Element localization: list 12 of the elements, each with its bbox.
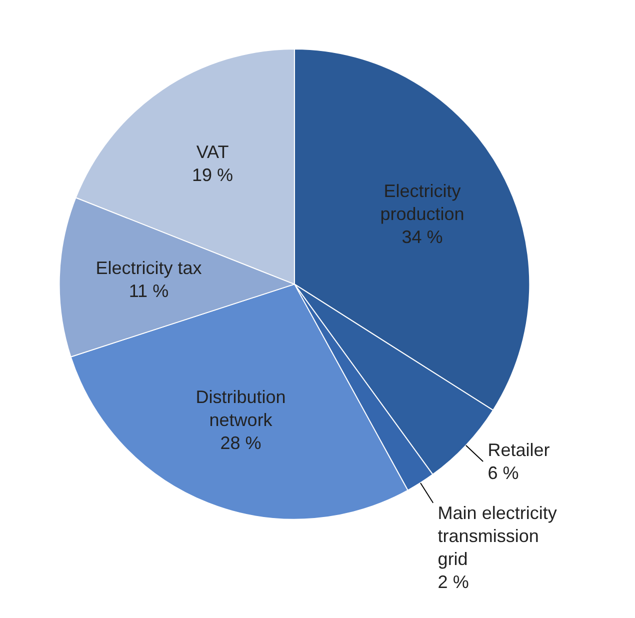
data-label: 2 % bbox=[438, 572, 469, 592]
slice-label: VAT bbox=[196, 142, 229, 162]
data-label: 6 % bbox=[488, 462, 519, 483]
slice-label: Electricity production bbox=[380, 180, 464, 224]
data-label: 34 % bbox=[402, 226, 443, 247]
data-label: 19 % bbox=[192, 164, 234, 185]
slice-label: Retailer bbox=[488, 440, 550, 460]
data-label: 11 % bbox=[128, 281, 169, 302]
slice-label: Main electricity transmission grid bbox=[438, 502, 557, 569]
slice-label: Electricity tax bbox=[96, 258, 202, 278]
data-label: 28 % bbox=[220, 432, 262, 453]
slice-label: Distribution network bbox=[196, 386, 286, 430]
